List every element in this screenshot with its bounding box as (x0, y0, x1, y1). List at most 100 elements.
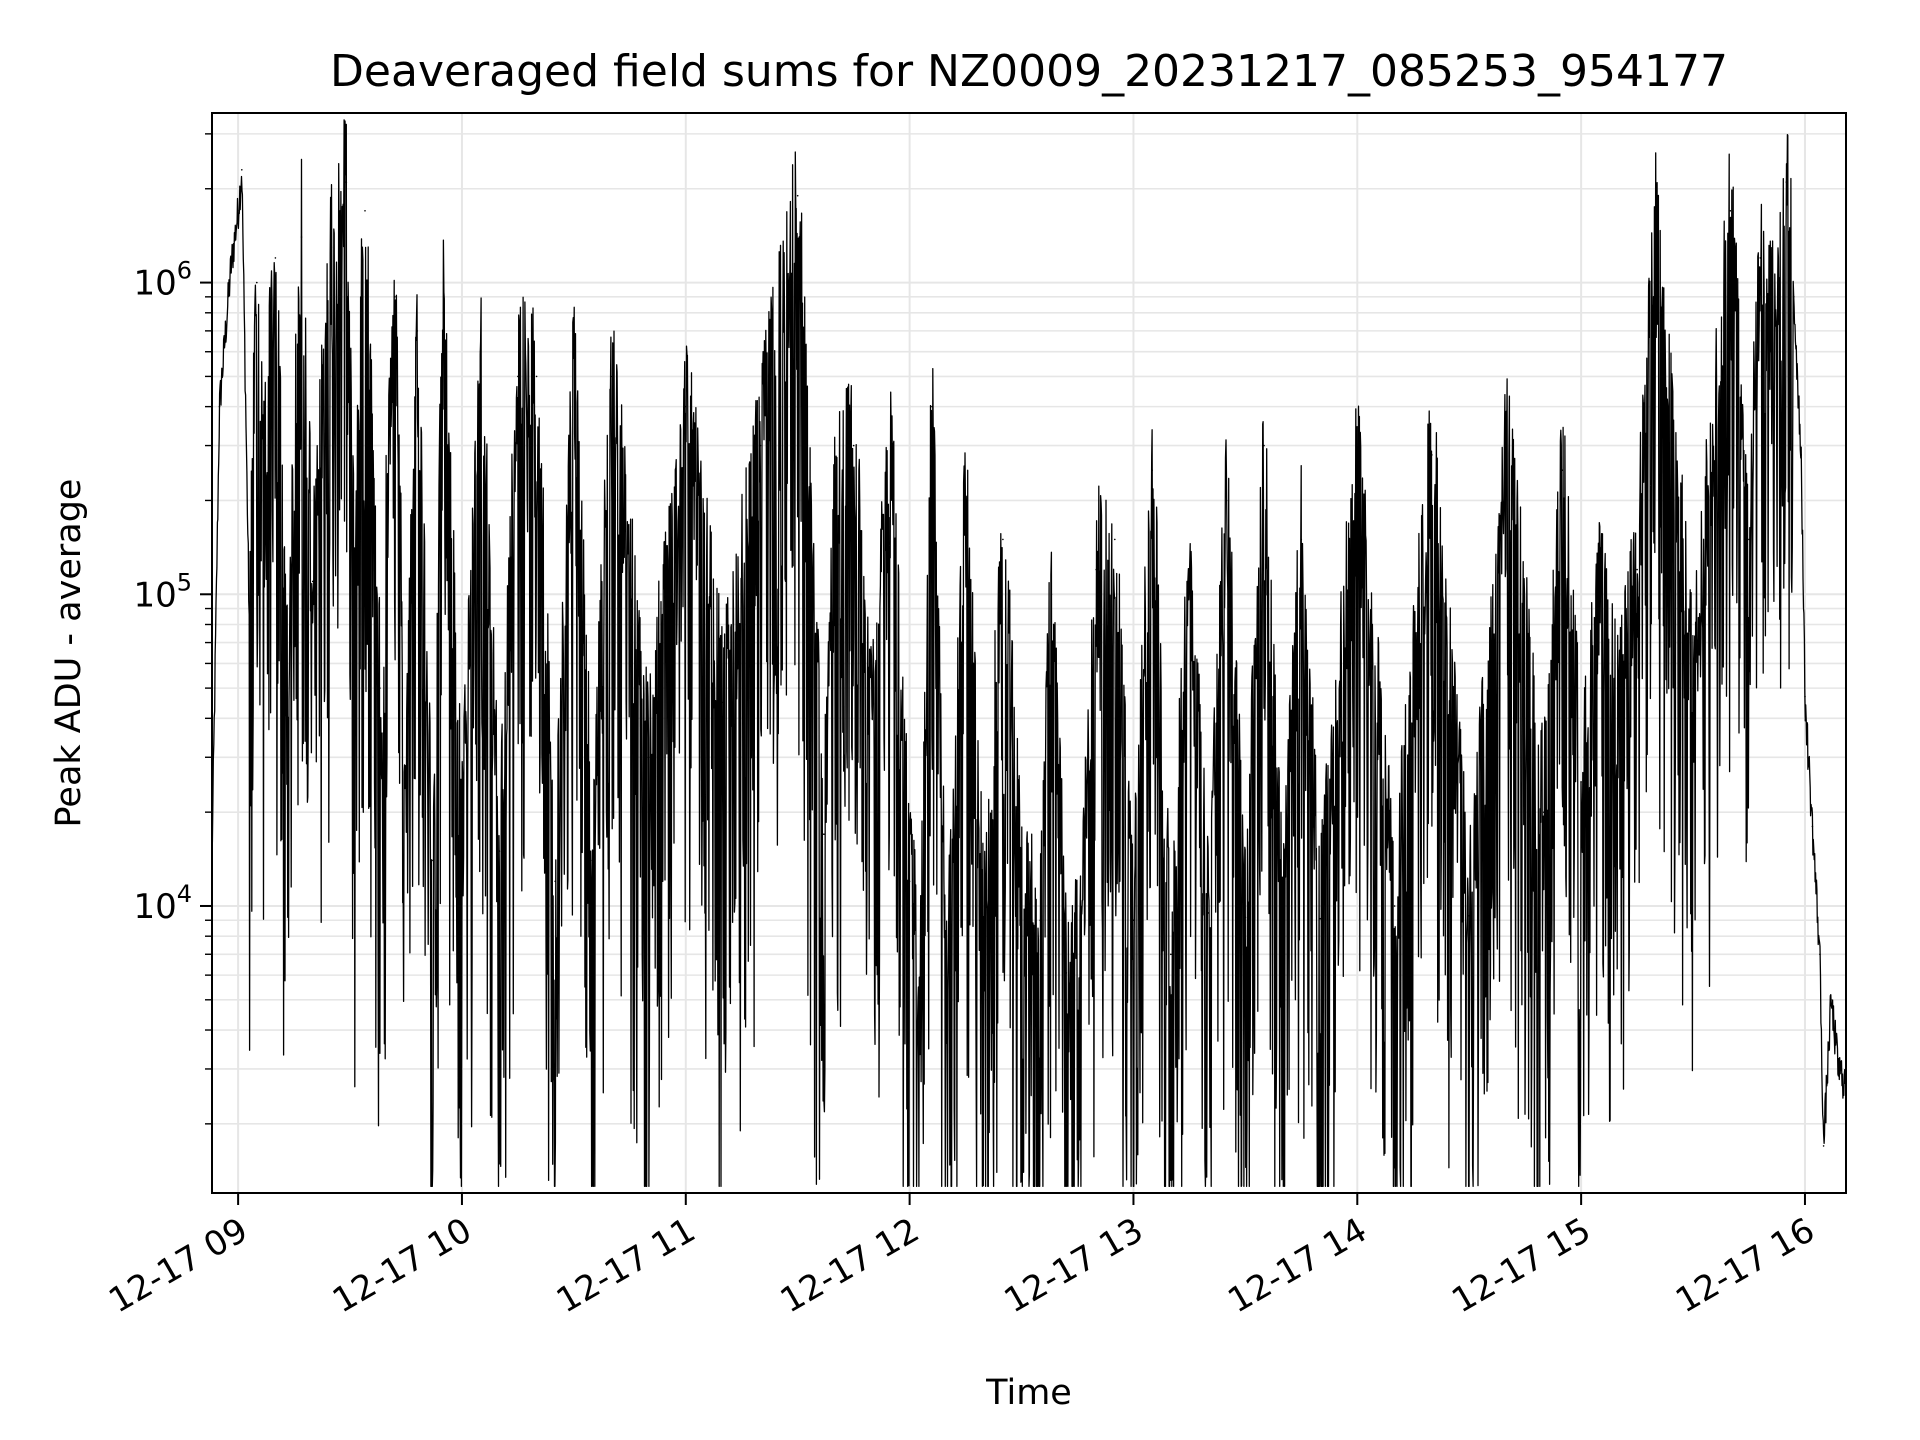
series-point (353, 558, 355, 560)
series-point (890, 444, 892, 447)
series-point (1095, 568, 1097, 571)
series-point (983, 935, 985, 937)
series-point (1800, 454, 1802, 456)
series-point (1759, 257, 1761, 259)
series-point (364, 210, 366, 212)
series-point (796, 194, 799, 197)
chart-title: Deaveraged field sums for NZ0009_2023121… (330, 46, 1728, 97)
series-point (274, 257, 277, 259)
series-point (1819, 953, 1821, 956)
series-point (479, 350, 482, 353)
series-point (461, 833, 463, 835)
y-tick-label: 105 (133, 568, 192, 615)
series-point (964, 499, 967, 502)
series-point (1080, 932, 1082, 934)
series-point (834, 499, 836, 502)
y-axis-label: Peak ADU - average (49, 479, 89, 828)
series-point (263, 469, 266, 472)
series-point (285, 687, 288, 689)
series-point (1244, 916, 1247, 919)
x-axis-label: Time (985, 1373, 1072, 1413)
series-point (1636, 568, 1638, 571)
series-point (517, 375, 519, 378)
series-point (379, 687, 381, 689)
series-point (722, 701, 724, 704)
series-point (394, 296, 396, 298)
series-point (1468, 915, 1470, 917)
series-point (823, 833, 825, 835)
series-point (1151, 469, 1153, 472)
series-point (311, 580, 314, 583)
series-point (1170, 953, 1172, 956)
series-point (1599, 593, 1601, 596)
series-point (1132, 919, 1135, 921)
series-point (1561, 469, 1564, 472)
series-point (931, 405, 933, 408)
y-tick-exponent: 5 (177, 568, 192, 596)
series-point (1617, 717, 1620, 720)
plot-frame (211, 112, 1847, 1194)
y-tick-base: 10 (133, 575, 176, 615)
series-point (345, 181, 348, 183)
series-point (1774, 312, 1776, 314)
series-point (1225, 499, 1228, 502)
y-tick-label: 104 (133, 880, 192, 927)
series-point (1748, 538, 1750, 541)
series-point (554, 880, 556, 883)
y-tick-exponent: 6 (177, 257, 192, 285)
series-point (1692, 687, 1694, 689)
series-point (255, 281, 258, 284)
series-point (1281, 925, 1284, 928)
series-point (920, 957, 922, 959)
series-point (1002, 538, 1004, 541)
series-point (1804, 695, 1806, 698)
series-point (1393, 905, 1396, 907)
y-tick-base: 10 (133, 887, 176, 927)
series-point (573, 350, 575, 353)
series-point (1793, 296, 1795, 298)
series-line (211, 119, 1847, 1188)
y-tick-label: 106 (133, 257, 192, 304)
series-point (1020, 892, 1023, 894)
series-point (647, 756, 650, 759)
series-point (535, 375, 538, 378)
series-point (1039, 919, 1041, 921)
series-point (1729, 210, 1732, 212)
series-point (946, 993, 948, 996)
series-point (610, 375, 612, 378)
series-point (248, 623, 251, 626)
series-point (1505, 444, 1508, 447)
series-point (1263, 444, 1265, 447)
series-point (300, 236, 303, 238)
series-point (1837, 1068, 1840, 1070)
series-point (1050, 593, 1053, 596)
y-tick-exponent: 4 (177, 880, 192, 908)
series-point (241, 169, 243, 171)
series-point (1207, 912, 1209, 914)
series-point (1431, 454, 1433, 456)
series-point (1654, 226, 1657, 229)
series-point (237, 210, 239, 212)
series-point (431, 859, 433, 862)
series-point (1811, 825, 1814, 828)
series-point (871, 717, 874, 720)
series-point (498, 850, 501, 852)
series-point (908, 880, 911, 883)
series-point (229, 268, 232, 271)
series-point (1830, 999, 1832, 1001)
series-layer (211, 119, 1847, 1188)
series-point (1300, 538, 1303, 541)
series-point (1356, 469, 1359, 472)
series-point (1785, 181, 1788, 183)
series-point (852, 444, 855, 447)
series-point (1822, 1145, 1825, 1147)
series-point (1580, 781, 1582, 783)
series-point (1543, 811, 1545, 813)
series-point (1114, 538, 1116, 541)
series-point (416, 330, 419, 332)
series-point (1319, 917, 1321, 920)
series-point (685, 405, 687, 408)
y-tick-base: 10 (133, 264, 176, 304)
series-point (405, 770, 407, 773)
